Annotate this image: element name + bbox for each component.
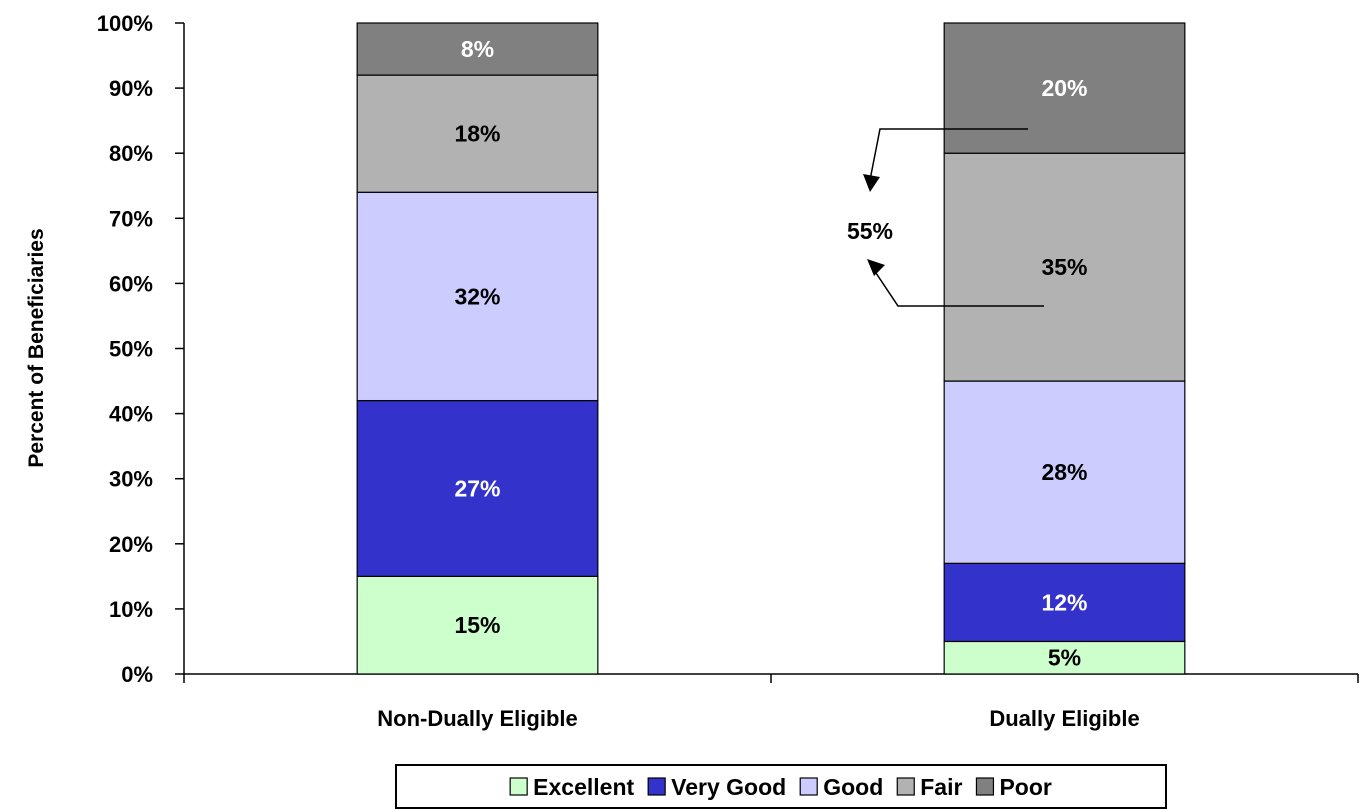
bar-segment-non-dually-eligible-very-good [356, 399, 599, 577]
legend-label-excellent: Excellent [533, 774, 634, 800]
y-tick-label: 100% [97, 11, 153, 36]
annotation-arrow-poor [869, 128, 1028, 181]
data-label-non-dually-eligible-poor: 8% [461, 36, 494, 62]
bar-segment-dually-eligible-poor [943, 22, 1186, 154]
legend-label-very-good: Very Good [671, 774, 786, 800]
annotation-arrowhead-poor [863, 174, 880, 192]
bar-segment-dually-eligible-excellent [943, 640, 1186, 675]
data-label-dually-eligible-fair: 35% [1041, 254, 1087, 280]
legend-label-good: Good [823, 774, 883, 800]
legend-swatch-excellent [509, 777, 528, 796]
legend-swatch-good [799, 777, 818, 796]
data-label-dually-eligible-excellent: 5% [1048, 645, 1081, 671]
bars: 15% 27% 32% 18% 8% 5% 12% 28% 35% 20% [356, 22, 1186, 675]
data-label-non-dually-eligible-excellent: 15% [454, 612, 500, 638]
legend-swatch-very-good [647, 777, 666, 796]
y-tick-label: 90% [109, 76, 153, 101]
y-tick-label: 60% [109, 271, 153, 296]
data-label-non-dually-eligible-good: 32% [454, 283, 500, 309]
x-tick-label-dually-eligible: Dually Eligible [989, 706, 1139, 731]
legend-label-fair: Fair [920, 774, 962, 800]
bar-segment-dually-eligible-fair [943, 152, 1186, 382]
y-axis-label: Percent of Beneficiaries [25, 228, 48, 467]
legend-label-poor: Poor [999, 774, 1051, 800]
data-label-non-dually-eligible-fair: 18% [454, 121, 500, 147]
y-tick-label: 40% [109, 402, 153, 427]
bar-segment-non-dually-eligible-fair [356, 74, 599, 193]
bar-segment-dually-eligible-very-good [943, 562, 1186, 643]
annotation-arrowhead-fair [867, 259, 885, 276]
annotation-arrow-fair [873, 269, 1044, 307]
x-axis: Non-Dually Eligible Dually Eligible [183, 673, 1359, 731]
bar-segment-non-dually-eligible-excellent [356, 575, 599, 675]
y-tick-label: 50% [109, 337, 153, 362]
y-tick-label: 20% [109, 532, 153, 557]
data-label-dually-eligible-poor: 20% [1041, 75, 1087, 101]
y-tick-label: 10% [109, 597, 153, 622]
bar-segment-non-dually-eligible-good [356, 191, 599, 402]
legend-swatch-poor [975, 777, 995, 796]
annotation-label: 55% [847, 218, 893, 244]
annotation-55: 55% [847, 128, 1044, 307]
data-label-non-dually-eligible-very-good: 27% [454, 475, 500, 501]
data-label-dually-eligible-good: 28% [1041, 459, 1087, 485]
y-axis: 0% 10% 20% 30% 40% 50% 60% 70% 80% 90% 100% [97, 11, 185, 687]
y-tick-label: 30% [109, 467, 153, 492]
y-tick-label: 0% [121, 662, 153, 687]
data-label-dually-eligible-very-good: 12% [1041, 589, 1087, 615]
bar-segment-dually-eligible-good [943, 380, 1186, 564]
legend: Excellent Very Good Good Fair Poor [395, 764, 1167, 809]
legend-swatch-fair [896, 777, 915, 796]
bar-segment-non-dually-eligible-poor [356, 22, 599, 76]
y-tick-label: 80% [109, 141, 153, 166]
x-tick-label-non-dually-eligible: Non-Dually Eligible [377, 706, 577, 731]
y-tick-label: 70% [109, 206, 153, 231]
